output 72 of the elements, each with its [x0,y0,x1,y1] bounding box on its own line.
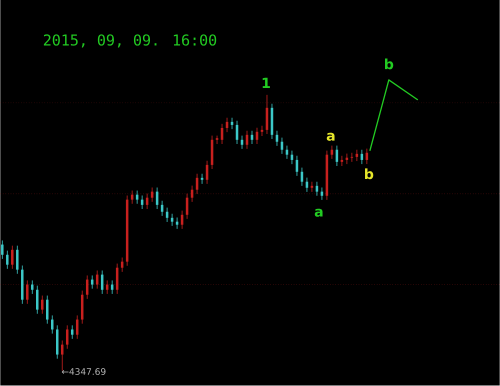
candlestick [236,120,238,145]
candlestick [230,118,234,130]
candlestick [100,270,104,295]
candlestick [110,280,114,295]
candlestick [290,150,294,165]
candlestick [106,280,108,295]
candlestick [320,187,324,201]
annotation: ←4347.69 [62,368,106,376]
candlestick [11,246,14,270]
candlestick [186,193,188,220]
candlestick [306,177,308,193]
candlestick [356,150,358,162]
candlestick [196,174,198,194]
candlestick [190,185,194,202]
annotation: a [314,208,323,217]
candlestick [150,187,154,202]
candlestick [86,275,88,300]
candlestick [170,214,174,226]
candlestick [276,130,278,147]
candlestick [216,136,218,145]
candlestick [180,210,184,230]
candlestick [226,118,228,133]
text: 1 [262,78,270,88]
candlestick [330,145,334,160]
candlestick [26,280,29,304]
candlestick [360,150,364,165]
candlestick [256,128,258,145]
candlestick [300,167,304,186]
annotation: a [326,133,335,142]
candlestick [36,285,39,314]
candlestick [340,156,344,167]
candlestick [286,145,288,160]
candlestick [260,126,264,137]
candlestick [156,187,158,210]
candlestick [200,174,204,185]
candlestick [46,295,48,324]
candlestick [76,315,78,340]
candlestick [206,160,208,185]
candlestick [310,182,314,193]
candlestick [296,156,298,177]
candlestick [116,263,118,295]
candlestick [246,130,248,150]
candlestick [140,195,144,210]
candlestick [16,246,19,274]
candlestick [346,153,348,165]
candlestick [316,182,318,196]
candlestick [120,257,124,272]
candlestick [90,275,94,290]
text: b [385,58,394,70]
candlestick [146,193,148,210]
candlestick [280,137,284,155]
candlestick [266,94,268,135]
candlestick [1,240,4,260]
chart-title: 2015, 09, 09. 16:00 [44,34,216,48]
candlestick [220,124,224,145]
candlestick [41,295,44,314]
candlestick [160,200,164,217]
candlestick [336,145,338,167]
candlestick [130,190,134,204]
candlestick [366,148,368,165]
annotation: b [365,168,374,180]
candlestick [96,270,98,290]
candlestick [50,315,54,334]
candlestick [31,280,34,295]
candlestick [166,207,168,223]
candlestick [176,217,178,230]
candlestick [66,325,68,350]
candlestick [70,325,74,340]
candlestick [240,136,244,150]
candlestick [136,190,138,204]
candlestick [6,250,9,270]
candlestick [60,340,64,372]
